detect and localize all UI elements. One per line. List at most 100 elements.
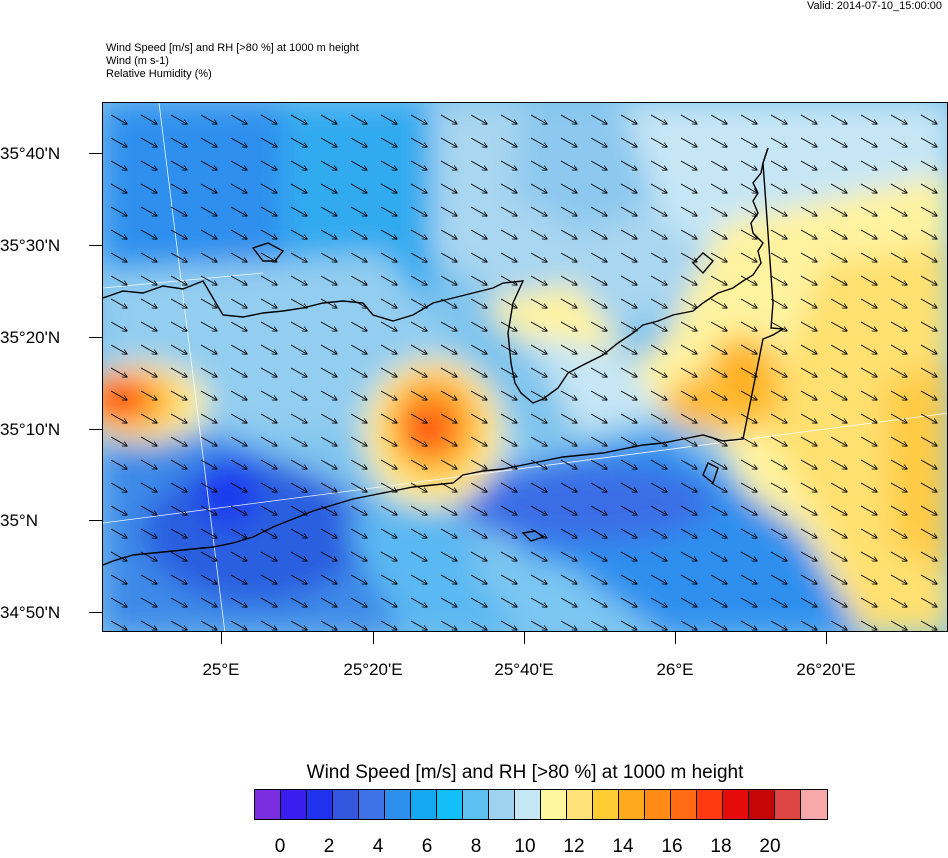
- wind-arrow: [140, 574, 157, 584]
- y-tick: [89, 612, 102, 613]
- wind-arrow: [590, 252, 607, 262]
- wind-arrow: [710, 321, 727, 331]
- wind-arrow: [290, 620, 307, 630]
- y-label: 35°20'N: [0, 328, 61, 347]
- wind-arrow: [500, 367, 517, 377]
- wind-arrow: [500, 229, 517, 239]
- wind-arrow: [410, 597, 427, 607]
- wind-arrow: [830, 528, 847, 538]
- wind-arrow: [380, 413, 397, 423]
- wind-arrow: [320, 459, 337, 469]
- colorbar-tick-label: 14: [612, 836, 634, 857]
- y-tick: [89, 520, 102, 521]
- wind-arrow: [200, 436, 217, 446]
- wind-arrow: [560, 229, 577, 239]
- wind-arrow: [380, 183, 397, 193]
- wind-arrow: [920, 413, 937, 423]
- wind-arrow: [830, 436, 847, 446]
- wind-arrow: [890, 137, 907, 147]
- wind-arrow: [650, 321, 667, 331]
- wind-arrow: [140, 252, 157, 262]
- wind-arrow: [800, 252, 817, 262]
- y-label: 35°30'N: [0, 236, 61, 255]
- wind-arrow: [560, 551, 577, 561]
- wind-arrow: [620, 390, 637, 400]
- colorbar: [254, 789, 828, 820]
- wind-arrow: [530, 183, 547, 193]
- wind-arrow: [800, 206, 817, 216]
- wind-arrow: [800, 413, 817, 423]
- wind-arrow: [200, 114, 217, 124]
- wind-arrow: [830, 137, 847, 147]
- wind-arrow: [500, 574, 517, 584]
- wind-arrow: [710, 482, 727, 492]
- wind-arrow: [770, 275, 787, 285]
- wind-arrow: [290, 183, 307, 193]
- wind-arrow: [440, 275, 457, 285]
- wind-arrow: [890, 229, 907, 239]
- wind-arrow: [710, 505, 727, 515]
- wind-arrow: [350, 505, 367, 515]
- wind-arrow: [710, 413, 727, 423]
- wind-arrow: [530, 505, 547, 515]
- wind-arrow: [290, 206, 307, 216]
- x-label: 25°20'E: [343, 660, 403, 679]
- wind-arrow: [290, 390, 307, 400]
- wind-arrow: [380, 505, 397, 515]
- wind-arrow: [500, 390, 517, 400]
- wind-arrow: [500, 436, 517, 446]
- wind-arrow: [140, 114, 157, 124]
- wind-arrow: [710, 298, 727, 308]
- wind-arrow: [380, 160, 397, 170]
- wind-arrow: [140, 482, 157, 492]
- wind-arrow: [380, 436, 397, 446]
- wind-arrow: [890, 413, 907, 423]
- wind-arrow: [620, 574, 637, 584]
- wind-arrow: [710, 137, 727, 147]
- wind-arrow: [620, 344, 637, 354]
- wind-arrow: [680, 574, 697, 584]
- wind-arrow: [140, 459, 157, 469]
- y-label: 35°N: [0, 511, 38, 530]
- wind-arrow: [140, 505, 157, 515]
- wind-arrow: [470, 160, 487, 170]
- wind-arrow: [560, 413, 577, 423]
- wind-arrow: [680, 505, 697, 515]
- wind-arrow: [410, 321, 427, 331]
- wind-arrow: [920, 574, 937, 584]
- wind-arrow: [230, 321, 247, 331]
- wind-arrow: [830, 114, 847, 124]
- plot-title-block: Wind Speed [m/s] and RH [>80 %] at 1000 …: [106, 42, 359, 81]
- wind-arrow: [770, 206, 787, 216]
- wind-arrow: [590, 298, 607, 308]
- wind-arrow: [650, 344, 667, 354]
- wind-arrow: [890, 206, 907, 216]
- wind-arrow: [920, 436, 937, 446]
- wind-arrow: [680, 298, 697, 308]
- wind-arrow: [710, 160, 727, 170]
- wind-arrow: [230, 344, 247, 354]
- wind-arrow: [920, 206, 937, 216]
- wind-arrow: [860, 183, 877, 193]
- wind-arrow: [350, 344, 367, 354]
- wind-arrow: [260, 505, 277, 515]
- x-label: 25°40'E: [494, 660, 554, 679]
- wind-arrow: [740, 114, 757, 124]
- x-tick: [524, 632, 525, 644]
- wind-arrow: [410, 528, 427, 538]
- wind-arrow: [410, 482, 427, 492]
- wind-arrow: [440, 574, 457, 584]
- wind-arrow: [800, 459, 817, 469]
- wind-arrow: [830, 367, 847, 377]
- wind-arrow: [650, 413, 667, 423]
- wind-arrow: [200, 528, 217, 538]
- wind-arrow: [620, 505, 637, 515]
- wind-arrow: [920, 528, 937, 538]
- wind-arrow: [770, 390, 787, 400]
- wind-arrow: [380, 114, 397, 124]
- wind-arrow: [830, 275, 847, 285]
- wind-arrow: [830, 229, 847, 239]
- wind-arrow: [200, 298, 217, 308]
- wind-arrow: [140, 321, 157, 331]
- wind-arrow: [620, 528, 637, 538]
